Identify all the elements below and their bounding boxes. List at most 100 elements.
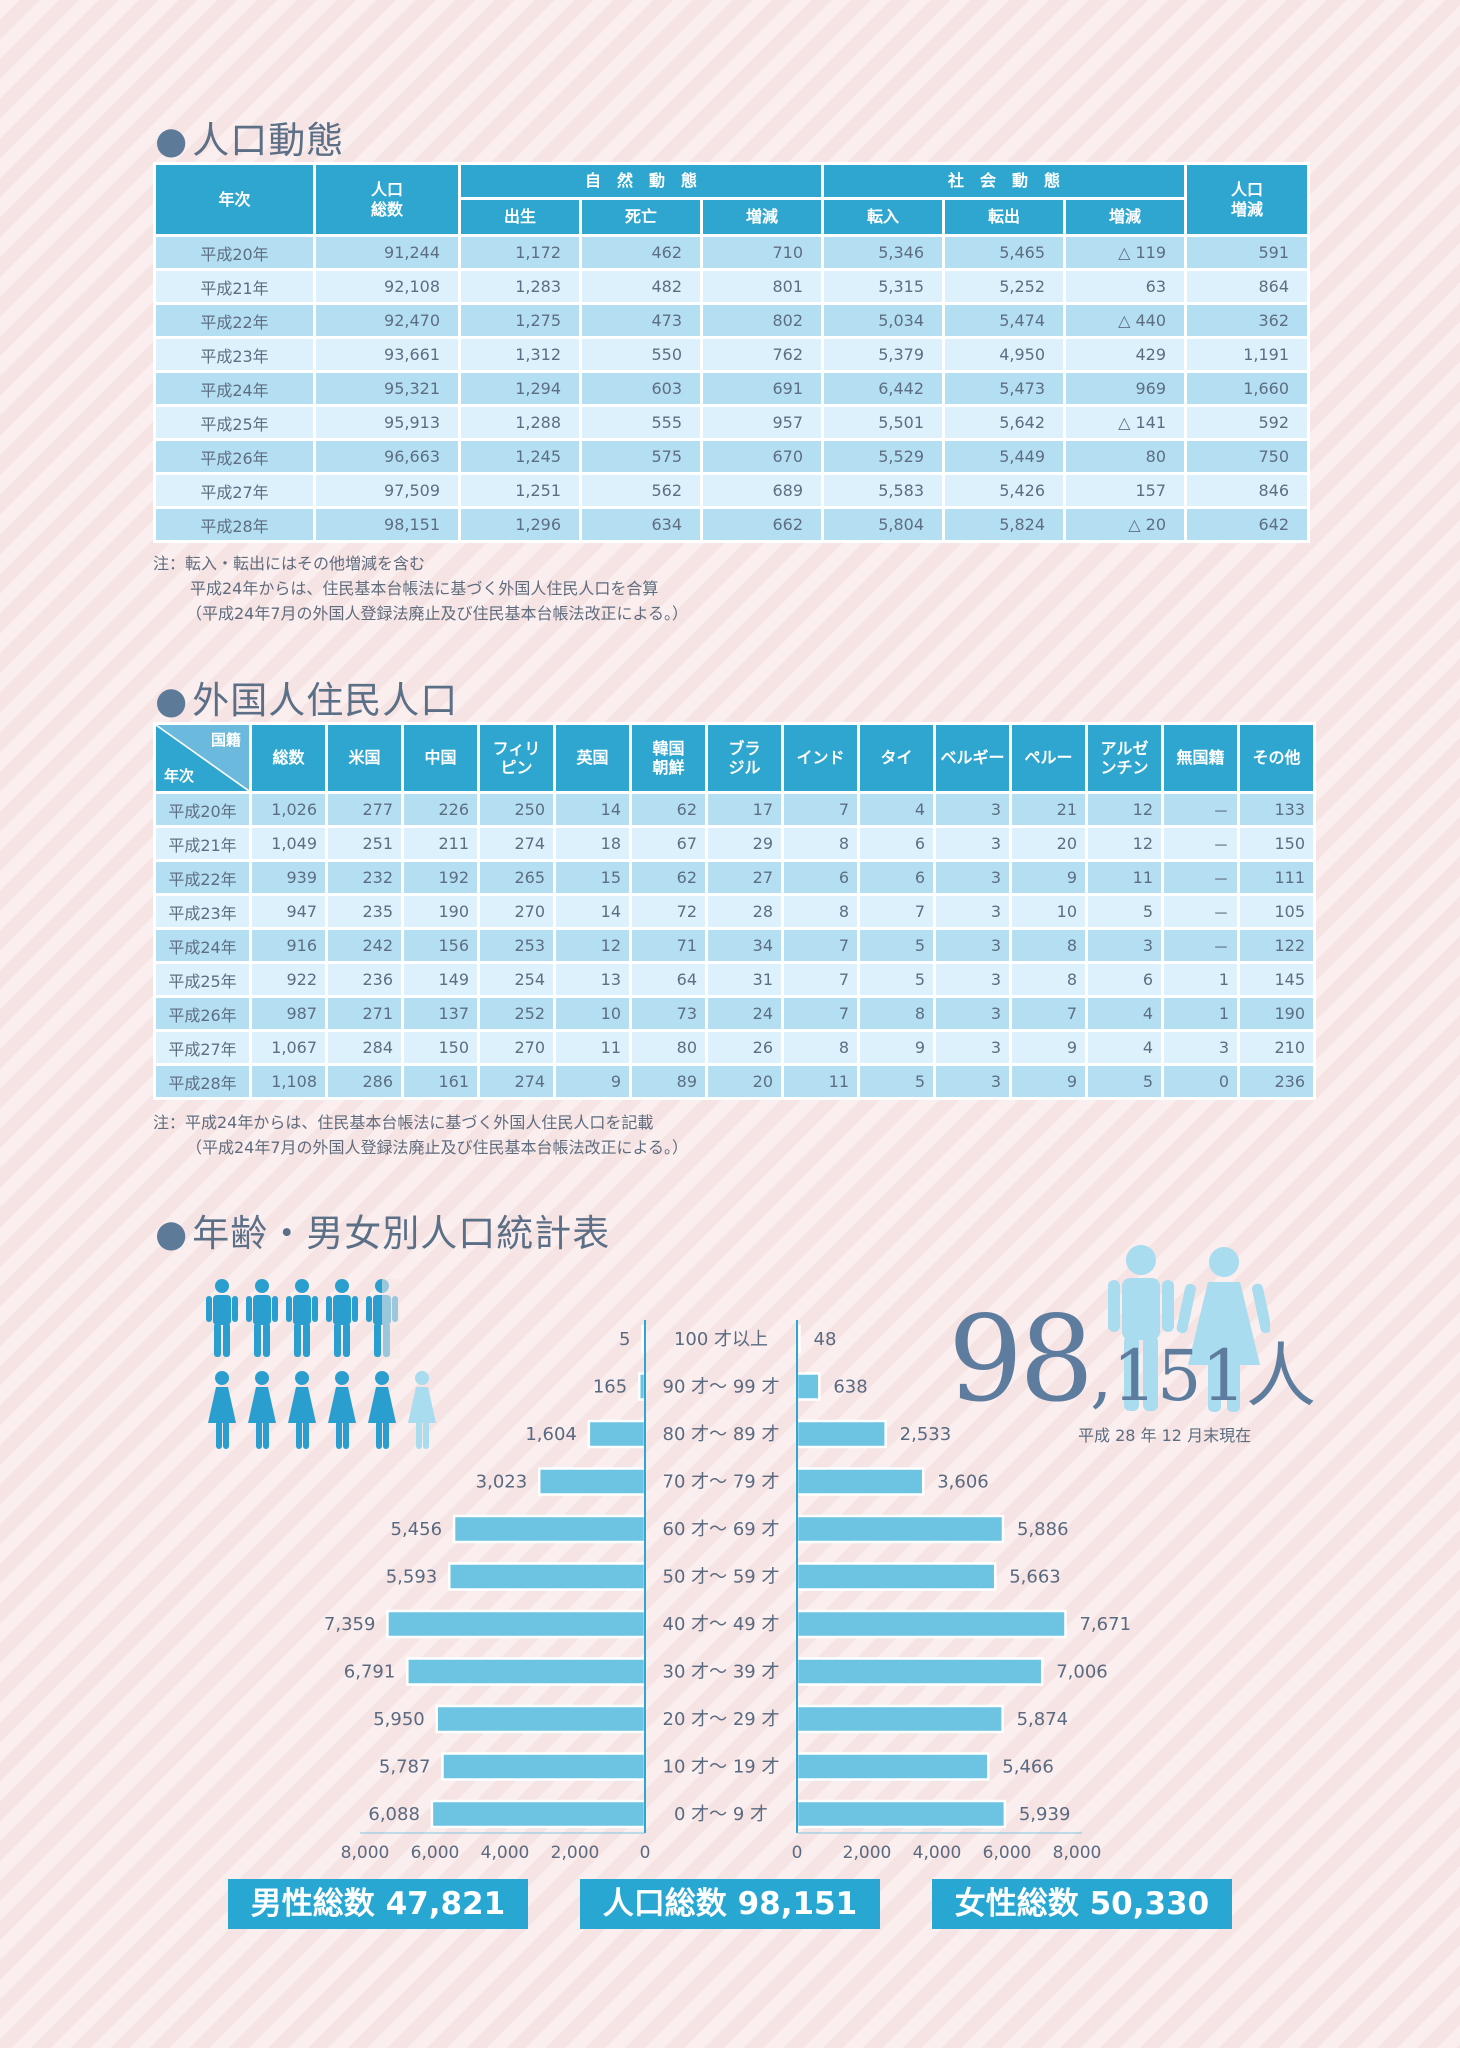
value-cell: 111 [1240, 862, 1313, 893]
value-cell: 1,283 [461, 271, 579, 302]
value-cell: 9 [1012, 1066, 1085, 1097]
value-cell: 265 [480, 862, 553, 893]
female-tick-label: 2,000 [843, 1843, 892, 1863]
header-country: タイ [860, 725, 933, 791]
value-cell: 284 [328, 1032, 401, 1063]
value-cell: 4 [1088, 1032, 1161, 1063]
value-cell: 7 [784, 930, 857, 961]
value-cell: 6 [860, 828, 933, 859]
partial-icon-overlay [382, 1279, 400, 1359]
value-cell: 20 [708, 1066, 781, 1097]
value-cell: 27 [708, 862, 781, 893]
female-value-label: 48 [814, 1329, 837, 1350]
female-person-icon [328, 1371, 356, 1449]
value-cell: 7 [784, 998, 857, 1029]
value-cell: 846 [1187, 475, 1308, 506]
year-cell: 平成21年 [156, 828, 249, 859]
value-cell: 3 [936, 1066, 1009, 1097]
value-cell: 12 [1088, 828, 1161, 859]
value-cell: 3 [936, 828, 1009, 859]
female-value-label: 5,663 [1009, 1567, 1061, 1588]
value-cell: 9 [1012, 862, 1085, 893]
value-cell: 92,470 [316, 305, 458, 336]
age-category-label: 20 才～ 29 才 [663, 1709, 780, 1730]
male-bar [641, 1324, 647, 1354]
value-cell: 62 [632, 794, 705, 825]
value-cell: 137 [404, 998, 477, 1029]
year-cell: 平成27年 [156, 1032, 249, 1063]
value-cell: 662 [703, 509, 822, 540]
table-row: 平成25年 95,913 1,288 555 957 5,501 5,642 △ 141 592 [156, 407, 1308, 438]
header-social-change: 増減 [1066, 200, 1185, 234]
header-country: フィリ ピン [480, 725, 553, 791]
value-cell: 801 [703, 271, 822, 302]
value-cell: 190 [1240, 998, 1313, 1029]
bullet-icon: ● [155, 679, 189, 722]
value-cell: 98,151 [316, 509, 458, 540]
female-person-icon [368, 1371, 396, 1449]
value-cell: 274 [480, 1066, 553, 1097]
value-cell: 6 [784, 862, 857, 893]
year-cell: 平成28年 [156, 1066, 249, 1097]
age-category-label: 50 才～ 59 才 [663, 1567, 780, 1588]
value-cell: 3 [936, 1032, 1009, 1063]
value-cell: 149 [404, 964, 477, 995]
value-cell: 5,346 [824, 237, 943, 268]
value-cell: 591 [1187, 237, 1308, 268]
value-cell: 270 [480, 896, 553, 927]
value-cell: 8 [784, 828, 857, 859]
value-cell: 156 [404, 930, 477, 961]
value-cell: 5,379 [824, 339, 943, 370]
header-move-in: 転入 [824, 200, 943, 234]
male-value-label: 6,088 [368, 1804, 420, 1825]
value-cell: 1,172 [461, 237, 579, 268]
header-corner: 国籍 年次 [156, 725, 249, 791]
foreign-notes: 注：平成24年からは、住民基本台帳法に基づく外国人住民人口を記載 （平成24年7… [153, 1110, 688, 1160]
value-cell: 11 [556, 1032, 629, 1063]
population-dynamics-table: 年次 人口 総数 自 然 動 態 社 会 動 態 人口 増減 出生 死亡 増減 … [153, 162, 1311, 543]
header-births: 出生 [461, 200, 579, 234]
table-row: 平成26年 987 271 137 252 10 73 24 7 8 3 7 4 1 190 [156, 998, 1313, 1029]
value-cell: 5,474 [945, 305, 1064, 336]
value-cell: 6 [1088, 964, 1161, 995]
header-country: ペルー [1012, 725, 1085, 791]
year-cell: 平成20年 [156, 237, 313, 268]
value-cell: △ 119 [1066, 237, 1185, 268]
value-cell: 235 [328, 896, 401, 927]
age-category-label: 30 才～ 39 才 [663, 1662, 780, 1683]
value-cell: 10 [1012, 896, 1085, 927]
value-cell: 864 [1187, 271, 1308, 302]
value-cell: 1,294 [461, 373, 579, 404]
value-cell: － [1164, 862, 1237, 893]
value-cell: 15 [556, 862, 629, 893]
value-cell: 916 [252, 930, 325, 961]
value-cell: 5,804 [824, 509, 943, 540]
header-deaths: 死亡 [582, 200, 700, 234]
value-cell: 5,501 [824, 407, 943, 438]
value-cell: 5,252 [945, 271, 1064, 302]
value-cell: 592 [1187, 407, 1308, 438]
female-total-box: 女性総数 50,330 [932, 1879, 1232, 1929]
value-cell: 270 [480, 1032, 553, 1063]
age-category-label: 80 才～ 89 才 [663, 1424, 780, 1445]
value-cell: 62 [632, 862, 705, 893]
value-cell: 10 [556, 998, 629, 1029]
year-cell: 平成26年 [156, 998, 249, 1029]
value-cell: 4,950 [945, 339, 1064, 370]
value-cell: 232 [328, 862, 401, 893]
year-cell: 平成24年 [156, 930, 249, 961]
female-value-label: 5,886 [1017, 1519, 1069, 1540]
value-cell: 7 [784, 964, 857, 995]
header-country: インド [784, 725, 857, 791]
header-country: その他 [1240, 725, 1313, 791]
year-cell: 平成22年 [156, 862, 249, 893]
table-row: 平成28年 98,151 1,296 634 662 5,804 5,824 △ 20 642 [156, 509, 1308, 540]
value-cell: 97,509 [316, 475, 458, 506]
value-cell: 8 [1012, 930, 1085, 961]
value-cell: 5,642 [945, 407, 1064, 438]
value-cell: 969 [1066, 373, 1185, 404]
corner-year: 年次 [164, 767, 195, 785]
value-cell: 64 [632, 964, 705, 995]
female-value-label: 5,939 [1019, 1804, 1071, 1825]
value-cell: 5 [860, 930, 933, 961]
